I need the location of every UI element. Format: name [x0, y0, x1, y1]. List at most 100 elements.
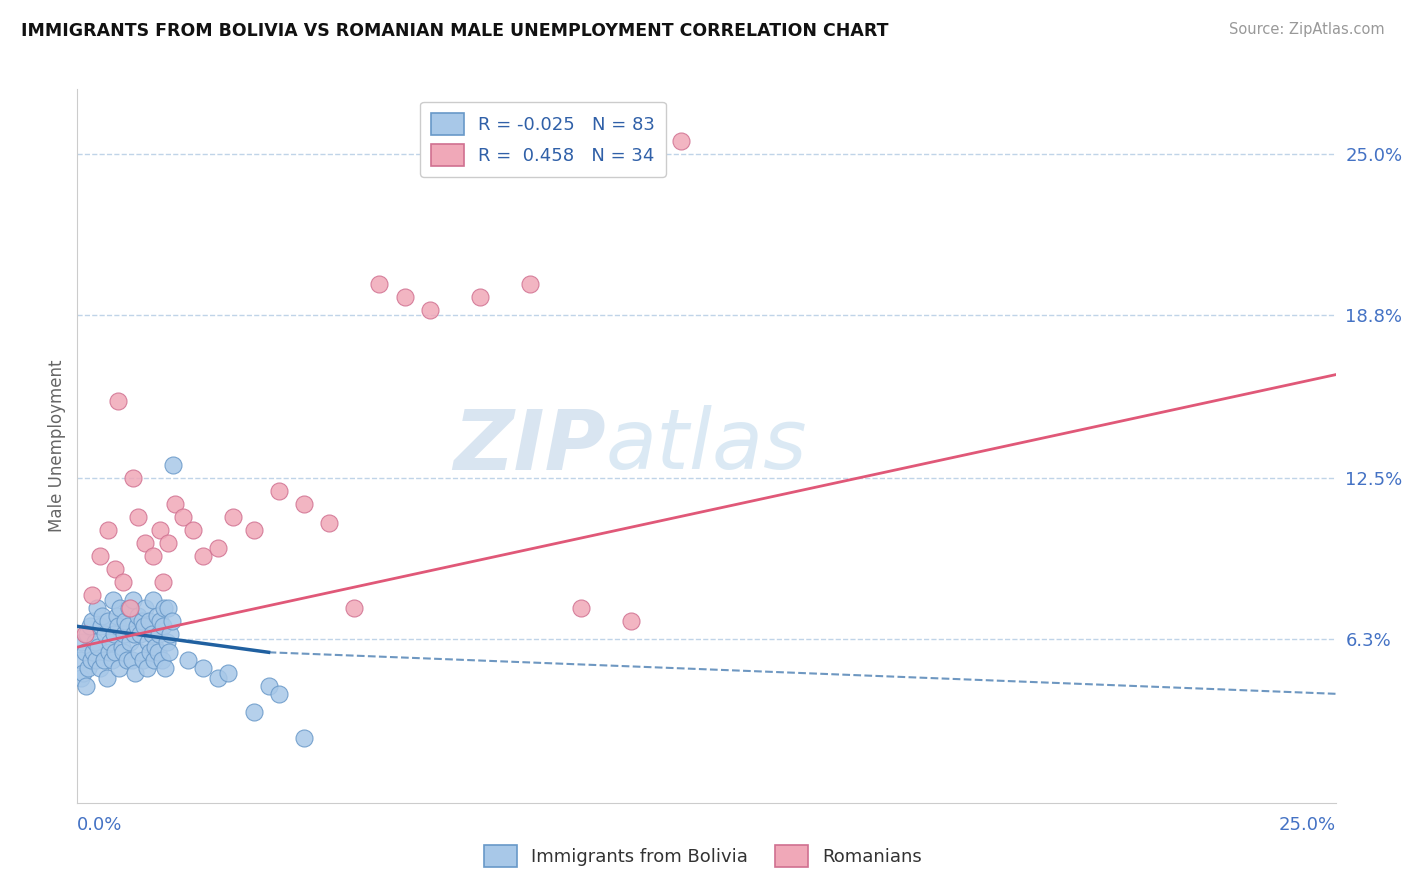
Point: [222, 510, 245, 524]
Point: [159, 627, 181, 641]
Point: [75, 679, 97, 693]
Point: [82, 645, 104, 659]
Point: [242, 705, 264, 719]
Point: [150, 653, 173, 667]
Point: [148, 627, 170, 641]
Point: [72, 666, 94, 681]
Y-axis label: Male Unemployment: Male Unemployment: [48, 359, 66, 533]
Point: [419, 302, 441, 317]
Text: Source: ZipAtlas.com: Source: ZipAtlas.com: [1229, 22, 1385, 37]
Point: [98, 635, 121, 649]
Point: [132, 619, 155, 633]
Point: [111, 640, 134, 654]
Point: [292, 731, 315, 745]
Point: [242, 524, 264, 538]
Point: [73, 645, 96, 659]
Point: [124, 666, 146, 681]
Point: [156, 601, 179, 615]
Point: [77, 661, 100, 675]
Point: [122, 627, 145, 641]
Text: 0.0%: 0.0%: [77, 816, 122, 834]
Point: [84, 635, 107, 649]
Point: [207, 541, 229, 556]
Point: [157, 645, 180, 659]
Point: [136, 635, 159, 649]
Point: [671, 134, 693, 148]
Point: [181, 524, 204, 538]
Point: [131, 614, 153, 628]
Point: [69, 653, 91, 667]
Point: [519, 277, 541, 291]
Point: [146, 645, 169, 659]
Point: [343, 601, 366, 615]
Point: [120, 635, 142, 649]
Point: [155, 661, 177, 675]
Point: [104, 562, 127, 576]
Point: [112, 627, 135, 641]
Point: [152, 575, 174, 590]
Point: [96, 524, 118, 538]
Point: [107, 619, 129, 633]
Point: [142, 549, 165, 564]
Point: [134, 536, 156, 550]
Point: [90, 619, 112, 633]
Point: [76, 627, 98, 641]
Point: [96, 671, 118, 685]
Point: [128, 645, 150, 659]
Point: [89, 661, 111, 675]
Point: [267, 687, 290, 701]
Point: [129, 627, 152, 641]
Point: [89, 549, 111, 564]
Text: 25.0%: 25.0%: [1278, 816, 1336, 834]
Point: [162, 458, 184, 473]
Point: [117, 619, 139, 633]
Point: [160, 614, 183, 628]
Point: [103, 627, 125, 641]
Point: [127, 609, 149, 624]
Point: [86, 601, 108, 615]
Point: [108, 601, 131, 615]
Point: [143, 640, 166, 654]
Legend: Immigrants from Bolivia, Romanians: Immigrants from Bolivia, Romanians: [477, 838, 929, 874]
Point: [138, 614, 160, 628]
Point: [114, 614, 136, 628]
Point: [121, 471, 143, 485]
Point: [207, 671, 229, 685]
Point: [394, 290, 416, 304]
Point: [101, 593, 124, 607]
Point: [107, 393, 129, 408]
Point: [134, 601, 156, 615]
Point: [156, 635, 179, 649]
Point: [139, 645, 162, 659]
Point: [80, 653, 103, 667]
Point: [267, 484, 290, 499]
Point: [93, 653, 115, 667]
Point: [115, 653, 138, 667]
Point: [100, 653, 122, 667]
Point: [142, 593, 165, 607]
Point: [156, 536, 179, 550]
Point: [120, 601, 142, 615]
Point: [91, 609, 114, 624]
Point: [146, 609, 169, 624]
Point: [135, 661, 157, 675]
Point: [620, 614, 643, 628]
Point: [87, 640, 110, 654]
Point: [142, 653, 165, 667]
Point: [217, 666, 239, 681]
Point: [191, 661, 215, 675]
Point: [73, 627, 96, 641]
Point: [111, 575, 134, 590]
Point: [149, 524, 172, 538]
Point: [177, 653, 200, 667]
Point: [569, 601, 592, 615]
Legend: R = -0.025   N = 83, R =  0.458   N = 34: R = -0.025 N = 83, R = 0.458 N = 34: [420, 102, 665, 177]
Point: [318, 516, 340, 530]
Point: [97, 645, 120, 659]
Point: [82, 588, 104, 602]
Point: [125, 619, 148, 633]
Text: IMMIGRANTS FROM BOLIVIA VS ROMANIAN MALE UNEMPLOYMENT CORRELATION CHART: IMMIGRANTS FROM BOLIVIA VS ROMANIAN MALE…: [21, 22, 889, 40]
Point: [191, 549, 215, 564]
Point: [118, 601, 141, 615]
Text: ZIP: ZIP: [453, 406, 606, 486]
